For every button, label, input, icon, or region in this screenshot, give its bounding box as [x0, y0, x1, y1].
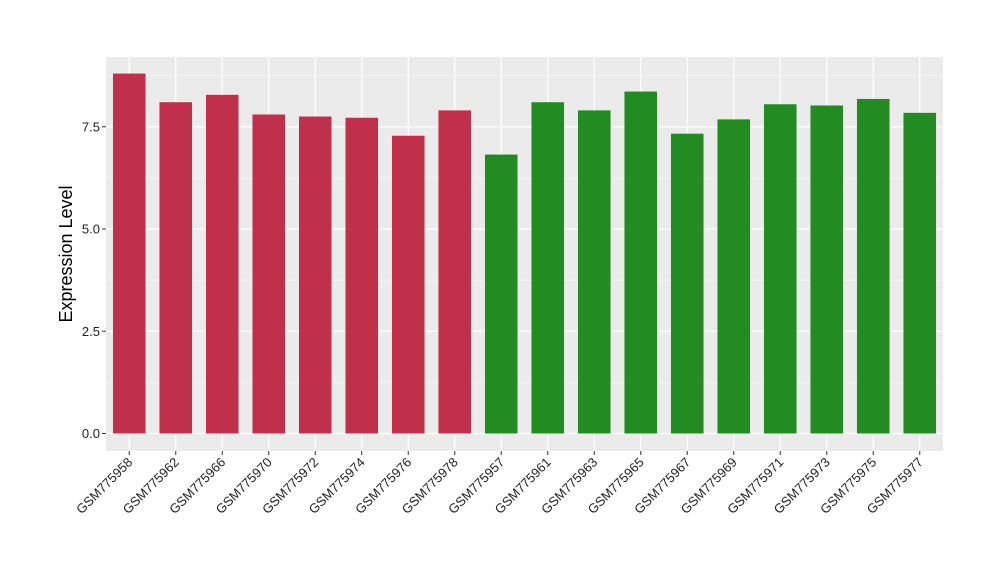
- bar-GSM775974: [345, 117, 379, 434]
- bar-GSM775967: [670, 133, 704, 434]
- bar-GSM775965: [624, 91, 658, 434]
- bar-GSM775970: [252, 114, 286, 434]
- bar-GSM775977: [903, 112, 937, 434]
- y-tick-label: 7.5: [82, 119, 100, 134]
- plot-panel: [106, 57, 943, 451]
- bar-GSM775972: [298, 116, 332, 434]
- y-tick-label: 2.5: [82, 324, 100, 339]
- y-axis-ticks: 0.0 2.5 5.0 7.5: [82, 119, 106, 441]
- bars: [112, 73, 937, 434]
- bar-GSM775962: [159, 102, 193, 434]
- y-axis-title: Expression Level: [56, 185, 76, 322]
- bar-GSM775975: [856, 98, 890, 434]
- bar-GSM775971: [763, 104, 797, 434]
- bar-GSM775958: [112, 73, 146, 434]
- y-tick-label: 0.0: [82, 426, 100, 441]
- bar-GSM775957: [484, 154, 518, 434]
- minor-gridlines: [106, 75, 943, 383]
- bar-GSM775978: [438, 110, 472, 434]
- bar-GSM775969: [717, 119, 751, 434]
- bar-GSM775976: [391, 135, 425, 434]
- bar-GSM775961: [531, 102, 565, 434]
- bar-GSM775966: [205, 94, 239, 434]
- y-tick-label: 5.0: [82, 222, 100, 237]
- bar-GSM775973: [810, 105, 844, 434]
- bar-GSM775963: [577, 110, 611, 434]
- x-axis-ticks: GSM775958GSM775962GSM775966GSM775970GSM7…: [73, 451, 926, 517]
